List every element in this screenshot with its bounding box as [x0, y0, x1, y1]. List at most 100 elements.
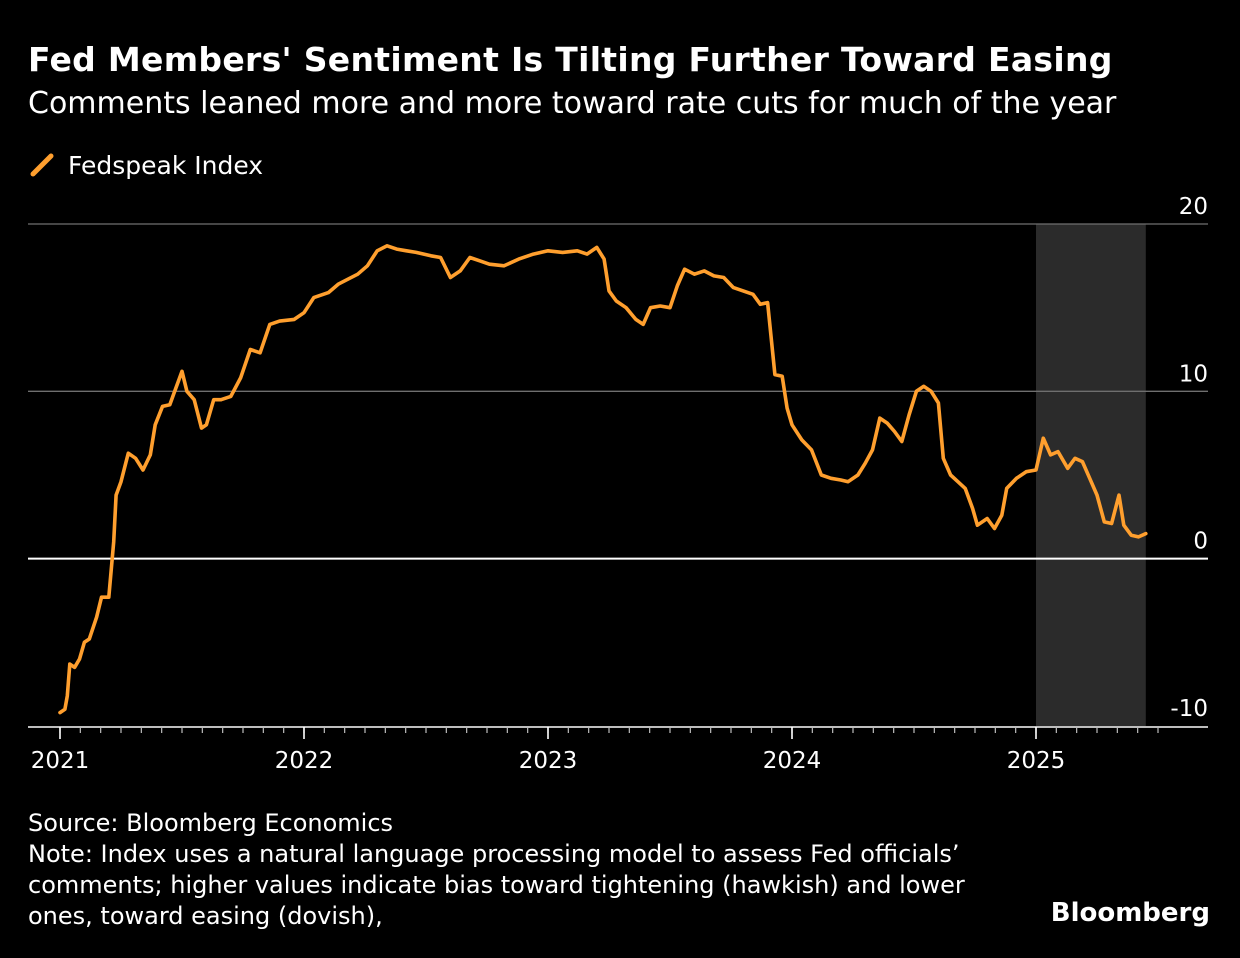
- data-point: [614, 299, 618, 303]
- data-point: [1117, 493, 1121, 497]
- data-point: [205, 423, 208, 427]
- data-point: [346, 277, 350, 281]
- data-point: [134, 456, 138, 460]
- data-point: [212, 398, 216, 402]
- data-point: [829, 476, 833, 480]
- data-point: [878, 416, 882, 420]
- data-point: [971, 507, 974, 510]
- data-point: [488, 262, 491, 266]
- data-point: [517, 257, 521, 261]
- data-point: [468, 256, 472, 259]
- data-point: [819, 473, 823, 477]
- data-point: [1015, 476, 1018, 480]
- chart-title: Fed Members' Sentiment Is Tilting Furthe…: [28, 40, 1113, 79]
- footer: Source: Bloomberg Economics Note: Index …: [28, 808, 1028, 932]
- data-point: [956, 480, 960, 484]
- data-point: [976, 523, 979, 527]
- data-point: [1049, 453, 1053, 457]
- data-point: [915, 389, 918, 393]
- x-tick-label: 2024: [763, 748, 822, 774]
- data-point: [100, 595, 103, 599]
- note-line-3: ones, toward easing (dovish),: [28, 902, 383, 930]
- data-point: [375, 249, 379, 253]
- data-point: [907, 413, 911, 417]
- data-point: [1088, 476, 1092, 480]
- note-line-2: comments; higher values indicate bias to…: [28, 871, 965, 899]
- bloomberg-logo: Bloomberg: [1050, 898, 1210, 928]
- y-tick-label: 10: [1179, 361, 1208, 387]
- data-point: [278, 319, 281, 323]
- data-point: [900, 440, 904, 443]
- data-point: [856, 473, 860, 477]
- data-point: [649, 306, 652, 310]
- data-point: [1095, 493, 1099, 497]
- data-point: [114, 493, 118, 497]
- x-tick-label: 2022: [275, 748, 334, 774]
- data-point: [1073, 456, 1077, 460]
- data-point: [192, 398, 196, 402]
- y-tick-label: -10: [1170, 696, 1208, 722]
- line-chart: 20 10 0 -10 2021 2022 2023 2024 2025: [28, 194, 1208, 774]
- data-point: [722, 276, 726, 279]
- data-point: [846, 480, 850, 484]
- data-point: [58, 711, 62, 715]
- data-point: [478, 259, 482, 263]
- data-point: [356, 272, 360, 276]
- data-point: [336, 282, 340, 286]
- data-point: [712, 274, 716, 278]
- data-point: [702, 269, 706, 273]
- data-point: [1000, 513, 1004, 517]
- data-point: [180, 369, 184, 373]
- data-point: [561, 251, 565, 254]
- data-point: [1041, 436, 1045, 440]
- data-point: [268, 323, 272, 326]
- series-line-fedspeak-index: [58, 244, 1148, 715]
- data-point: [683, 267, 687, 271]
- y-tick-label: 20: [1179, 194, 1208, 220]
- x-tick-label: 2023: [519, 748, 578, 774]
- data-point: [68, 662, 72, 666]
- data-point: [585, 252, 589, 256]
- data-point: [780, 374, 784, 378]
- data-point: [531, 252, 535, 256]
- shaded-region: [1036, 224, 1146, 726]
- data-point: [693, 272, 696, 276]
- data-point: [153, 423, 157, 427]
- data-point: [1034, 468, 1038, 472]
- data-point: [937, 401, 940, 405]
- data-point: [732, 286, 735, 289]
- data-point: [1066, 466, 1070, 470]
- data-point: [126, 451, 130, 455]
- data-point: [766, 301, 769, 305]
- data-point: [87, 637, 91, 641]
- data-point: [602, 257, 606, 261]
- slash-line-icon: [30, 153, 54, 177]
- data-point: [292, 317, 296, 321]
- data-point: [658, 304, 662, 308]
- data-point: [429, 254, 433, 258]
- chart-subtitle: Comments leaned more and more toward rat…: [28, 86, 1117, 121]
- data-point: [800, 438, 804, 442]
- source-text: Source: Bloomberg Economics: [28, 809, 394, 837]
- data-point: [624, 306, 628, 310]
- data-point: [871, 448, 874, 452]
- data-point: [1005, 486, 1009, 490]
- data-point: [893, 430, 896, 433]
- x-tick-label: 2021: [31, 748, 90, 774]
- data-point: [405, 249, 408, 253]
- data-point: [302, 311, 306, 315]
- data-point: [758, 302, 762, 306]
- data-point: [229, 394, 233, 398]
- note-line-1: Note: Index uses a natural language proc…: [28, 840, 960, 868]
- data-point: [668, 306, 672, 310]
- data-point: [1102, 520, 1106, 524]
- data-point: [161, 404, 164, 408]
- data-point: [634, 317, 638, 321]
- data-point: [458, 269, 462, 273]
- data-point: [312, 296, 316, 300]
- x-tick-label: 2025: [1007, 748, 1066, 774]
- data-point: [885, 421, 889, 425]
- data-point: [839, 478, 843, 482]
- data-point: [200, 426, 203, 430]
- data-point: [258, 351, 262, 355]
